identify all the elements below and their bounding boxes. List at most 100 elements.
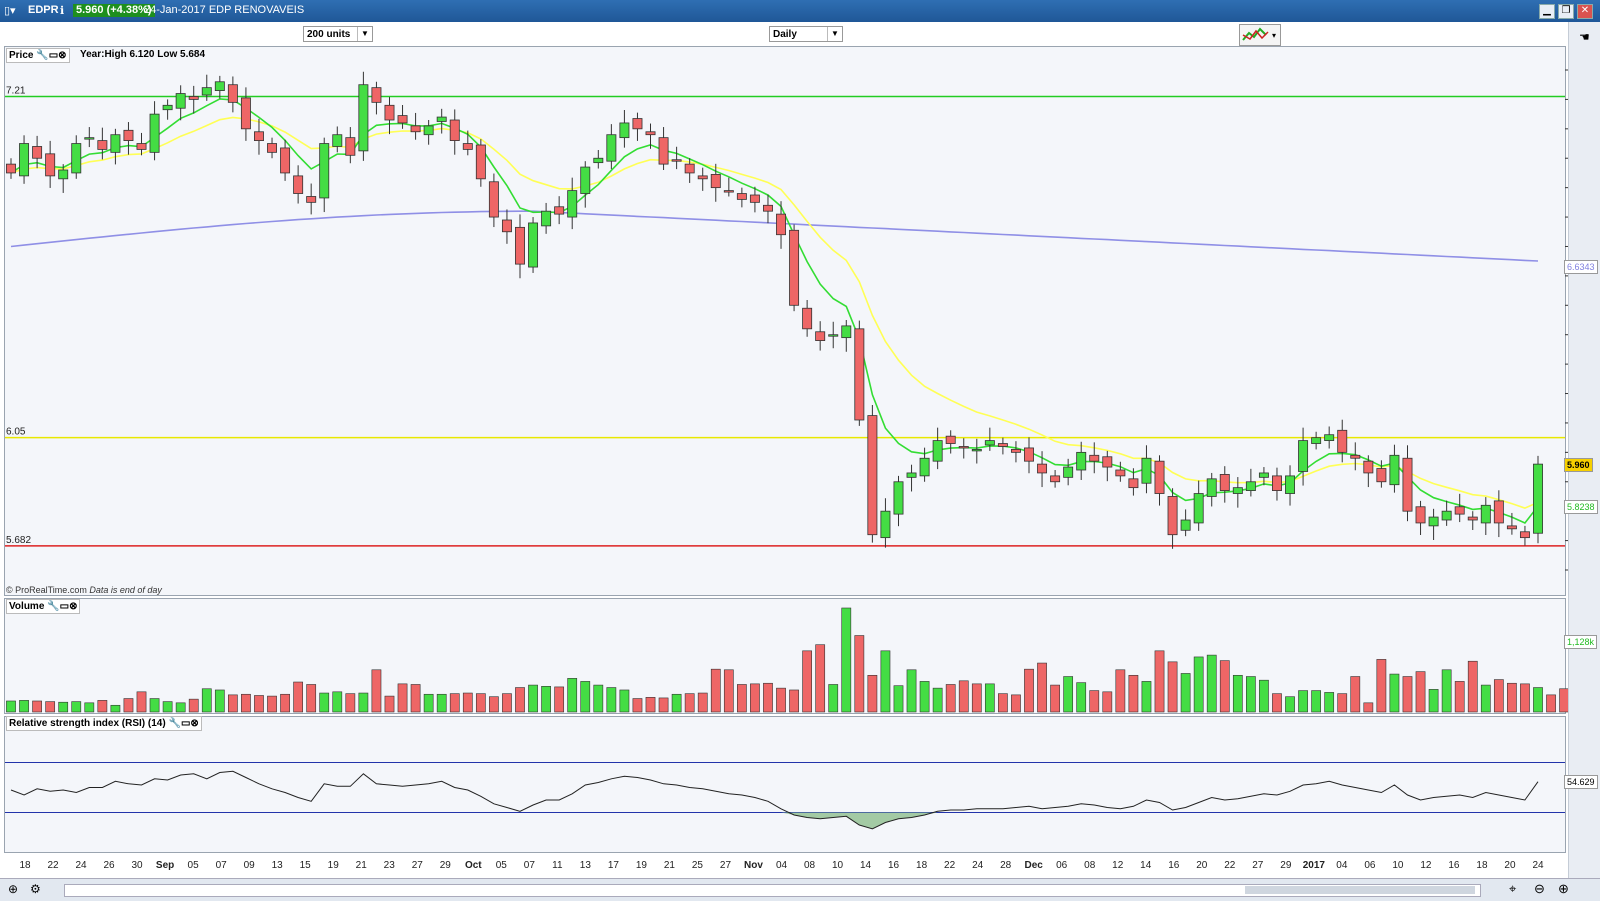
candle-body [397, 115, 408, 124]
candle-body [1258, 472, 1269, 478]
zoom-in-icon[interactable]: ⊕ [1558, 881, 1569, 896]
add-indicator-icon[interactable]: ⊕ [8, 882, 19, 896]
zoom-fit-icon[interactable]: ⌖ [1509, 881, 1517, 896]
bottom-scrollbar[interactable]: ⊕ ⚙ ⌖ ⊖ ⊕ [0, 878, 1600, 901]
volume-bar [1285, 696, 1295, 713]
candle-body [123, 129, 134, 141]
x-tick-label: 15 [300, 860, 312, 871]
rsi-panel-title[interactable]: Relative strength index (RSI) (14) 🔧▭⊗ [6, 716, 202, 731]
candle-body [1441, 510, 1452, 521]
x-tick-label: 12 [1420, 860, 1432, 871]
volume-bar [1415, 671, 1426, 713]
volume-bar [175, 702, 186, 713]
candle-body [932, 440, 943, 462]
volume-bar [306, 684, 317, 713]
candle-body [110, 134, 121, 153]
candle-body [736, 193, 747, 200]
candle-body [227, 84, 238, 103]
settings-icon[interactable]: ⚙ [30, 882, 41, 896]
close-icon[interactable]: ✕ [1577, 4, 1593, 19]
chart-style-button[interactable]: ▾ [1239, 24, 1281, 46]
zoom-out-icon[interactable]: ⊖ [1534, 881, 1545, 896]
volume-bar [397, 683, 408, 713]
candle-body [1193, 493, 1204, 524]
candle-body [1141, 457, 1152, 484]
wrench-icon[interactable]: 🔧 [168, 718, 181, 729]
ma-fast-line [10, 98, 1539, 524]
volume-bar [1219, 660, 1230, 713]
price-title-label: Price [9, 50, 34, 61]
close-panel-icon[interactable]: ⊗ [190, 718, 199, 729]
volume-title-label: Volume [9, 601, 45, 612]
x-tick-label: 19 [636, 860, 648, 871]
volume-bar [1559, 688, 1568, 713]
wrench-icon[interactable]: 🔧 [36, 50, 49, 61]
x-tick-label: 24 [1532, 860, 1544, 871]
window-icon[interactable]: ▭ [180, 718, 191, 729]
chart-canvas[interactable]: 7.21 6.05 5.682 7.37.27.176.96.86.76.66.56… [0, 0, 1568, 878]
candle-body [410, 125, 421, 133]
candle-body [214, 81, 225, 91]
volume-bar [776, 687, 786, 713]
candle-body [71, 143, 82, 174]
candle-body [1506, 525, 1517, 530]
volume-bar [1533, 687, 1543, 713]
volume-bar [1493, 679, 1504, 713]
candle-body [606, 134, 617, 162]
candle-body [1063, 466, 1074, 478]
x-tick-label: 24 [75, 860, 87, 871]
x-tick-label: Sep [156, 860, 174, 871]
candle-body [462, 143, 473, 150]
price-pane[interactable] [4, 46, 1566, 596]
volume-bar [645, 697, 656, 713]
right-scroll-strip[interactable]: ☚ [1568, 22, 1600, 878]
x-tick-label: 23 [384, 860, 396, 871]
volume-bar [984, 683, 995, 713]
volume-bar [1180, 673, 1191, 713]
close-panel-icon[interactable]: ⊗ [69, 601, 78, 612]
candle-body [1402, 457, 1413, 512]
window-icon[interactable]: ▭ [48, 50, 59, 61]
horizontal-scrollbar-thumb[interactable] [1245, 886, 1475, 894]
minimize-icon[interactable]: ▁ [1539, 4, 1555, 19]
candle-body [802, 307, 813, 330]
rsi-background [5, 717, 1565, 852]
volume-bar [449, 693, 460, 713]
volume-bar [867, 674, 878, 713]
period-select[interactable]: Daily ▼ [769, 26, 843, 42]
x-tick-label: Oct [465, 860, 482, 871]
x-tick-label: 18 [916, 860, 928, 871]
candle-body [449, 119, 460, 141]
close-panel-icon[interactable]: ⊗ [58, 50, 67, 61]
x-tick-label: 06 [1364, 860, 1376, 871]
volume-pane[interactable] [4, 598, 1566, 714]
source-credit: © ProRealTime.com Data is end of day [6, 585, 162, 595]
window-menu-icon[interactable]: ▯▾ [4, 5, 16, 17]
volume-bar [632, 698, 643, 713]
volume-panel-title[interactable]: Volume 🔧▭⊗ [6, 599, 81, 614]
window-icon[interactable]: ▭ [59, 601, 70, 612]
volume-bar [684, 693, 695, 713]
x-tick-label: 13 [580, 860, 592, 871]
x-tick-label: Dec [1024, 860, 1043, 871]
x-tick-label: 17 [608, 860, 620, 871]
units-select[interactable]: 200 units ▼ [303, 26, 373, 42]
volume-bar [45, 701, 56, 713]
volume-bar [1480, 684, 1491, 713]
volume-bar [1102, 691, 1113, 713]
info-icon[interactable]: ℹ [60, 5, 65, 17]
price-panel-title[interactable]: Price 🔧▭⊗ [6, 48, 70, 63]
volume-bar [136, 691, 147, 713]
restore-icon[interactable]: ❐ [1558, 4, 1574, 19]
hand-tool-icon[interactable]: ☚ [1579, 30, 1590, 44]
x-tick-label: 27 [1252, 860, 1264, 871]
candle-body [1415, 506, 1426, 524]
wrench-icon[interactable]: 🔧 [47, 601, 60, 612]
volume-bar [919, 681, 930, 713]
x-tick-label: 10 [1392, 860, 1404, 871]
horizontal-scrollbar-track[interactable] [64, 884, 1481, 897]
volume-bar [1024, 668, 1034, 713]
volume-bar [841, 607, 852, 713]
candle-body [488, 181, 499, 218]
volume-bar [201, 688, 212, 713]
